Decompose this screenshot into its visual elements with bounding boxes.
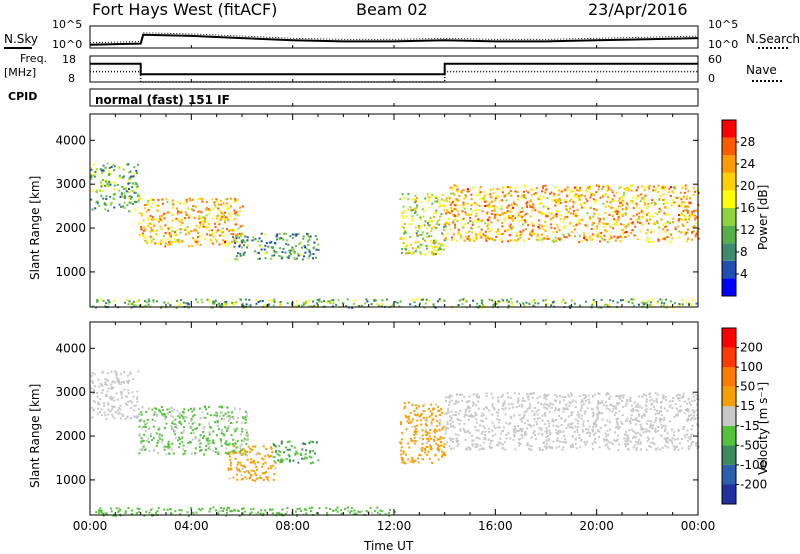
power-colorbar-tick-label: 20 <box>740 179 755 193</box>
velocity-colorbar-cell <box>722 445 736 465</box>
freq-tick-top: 18 <box>62 53 76 66</box>
nsearch-line <box>89 32 699 44</box>
velocity-colorbar-frame <box>721 327 737 505</box>
freq-tick-bottom: 8 <box>68 72 75 85</box>
velocity-colorbar-tick-label: -200 <box>740 477 767 491</box>
velocity-ytick-label: 3000 <box>55 385 86 399</box>
velocity-colorbar-cell <box>722 328 736 348</box>
xaxis-tick-label: 00:00 <box>681 519 716 533</box>
velocity-scatter-region <box>138 405 249 456</box>
power-colorbar-cell <box>722 137 736 156</box>
power-colorbar-cell <box>722 208 736 226</box>
nsky-line <box>89 33 699 46</box>
velocity-ytick-label: 1000 <box>55 473 86 487</box>
velocity-colorbar-cell <box>722 484 736 504</box>
power-colorbar-cell <box>722 225 736 244</box>
power-scatter-region <box>138 197 244 248</box>
velocity-scatter-region <box>444 392 700 452</box>
power-colorbar-cell <box>722 120 736 138</box>
power-colorbar-cell <box>722 243 736 261</box>
freq-line <box>90 62 698 76</box>
power-scatter-region <box>90 162 140 213</box>
xaxis-tick-label: 20:00 <box>579 519 614 533</box>
velocity-ytick-label: 2000 <box>55 429 86 443</box>
power-colorbar-cell <box>722 155 736 173</box>
velocity-colorbar-cell <box>722 425 736 446</box>
power-scatter-region <box>232 232 320 261</box>
velocity-colorbar-cell <box>722 406 736 426</box>
velocity-scatter-region <box>90 370 141 420</box>
power-colorbar-tick-label: 28 <box>740 135 755 149</box>
nave-tick-bottom: 0 <box>708 72 715 85</box>
power-colorbar-tick-label: 4 <box>740 267 748 281</box>
velocity-colorbar-tick-label: 50 <box>740 380 755 394</box>
power-panel-frame <box>89 113 699 308</box>
power-scatter-region <box>444 184 700 244</box>
nsky-tick-bottom: 10^0 <box>52 38 83 51</box>
nsearch-label: N.Search <box>746 32 800 46</box>
velocity-colorbar-cell <box>722 386 736 407</box>
velocity-colorbar-tick-label: -15 <box>740 419 760 433</box>
nsky-legend-line <box>4 47 32 49</box>
velocity-ytick-label: 4000 <box>55 341 86 355</box>
velocity-scatter-region <box>399 401 447 465</box>
nsearch-tick-top: 10^5 <box>708 18 739 31</box>
xaxis-label: Time UT <box>364 539 414 553</box>
nave-legend-line <box>752 80 782 82</box>
velocity-colorbar-tick-label: -100 <box>740 458 767 472</box>
power-colorbar-tick-label: 8 <box>740 245 748 259</box>
velocity-colorbar-tick-label: -50 <box>740 438 760 452</box>
freq-unit-label: [MHz] <box>4 66 37 79</box>
velocity-colorbar-cell <box>722 367 736 387</box>
nave-label: Nave <box>746 63 777 77</box>
velocity-colorbar-cell <box>722 464 736 485</box>
freq-panel-frame <box>89 55 699 83</box>
power-colorbar-tick-label: 16 <box>740 201 755 215</box>
beam-label: Beam 02 <box>356 0 428 19</box>
xaxis-tick-label: 04:00 <box>174 519 209 533</box>
nsearch-legend-line <box>758 47 788 49</box>
nsky-label: N.Sky <box>4 32 39 46</box>
xaxis-tick-label: 00:00 <box>73 519 108 533</box>
power-ytick-label: 3000 <box>55 177 86 191</box>
nsearch-tick-bottom: 10^0 <box>708 38 739 51</box>
velocity-colorbar-tick-label: 15 <box>740 399 755 413</box>
velocity-scatter-region <box>227 445 277 482</box>
noise-panel-frame <box>89 25 699 49</box>
velocity-colorbar-tick-label: 200 <box>740 341 763 355</box>
power-colorbar-cell <box>722 172 736 191</box>
velocity-panel-frame <box>89 321 699 516</box>
date-label: 23/Apr/2016 <box>588 0 688 19</box>
velocity-colorbar-tick-label: 100 <box>740 360 763 374</box>
power-colorbar-tick-label: 12 <box>740 223 755 237</box>
power-colorbar-tick-label: 24 <box>740 157 755 171</box>
cpid-label: CPID <box>8 90 38 103</box>
power-colorbar-cell <box>722 278 736 296</box>
velocity-colorbar-cell <box>722 347 736 368</box>
power-scatter-region <box>399 193 447 256</box>
power-ytick-label: 4000 <box>55 133 86 147</box>
power-ytick-label: 1000 <box>55 265 86 279</box>
velocity-scatter-region <box>272 440 320 465</box>
xaxis-tick-label: 12:00 <box>377 519 412 533</box>
station-title: Fort Hays West (fitACF) <box>92 0 278 19</box>
nave-tick-top: 60 <box>708 53 722 66</box>
cpid-value: normal (fast) 151 IF <box>95 93 230 107</box>
xaxis-tick-label: 16:00 <box>478 519 513 533</box>
xaxis-tick-label: 08:00 <box>275 519 310 533</box>
nsky-tick-top: 10^5 <box>52 18 83 31</box>
power-ytick-label: 2000 <box>55 221 86 235</box>
power-colorbar-cell <box>722 260 736 279</box>
freq-label: Freq. <box>20 52 48 65</box>
power-colorbar-cell <box>722 190 736 208</box>
